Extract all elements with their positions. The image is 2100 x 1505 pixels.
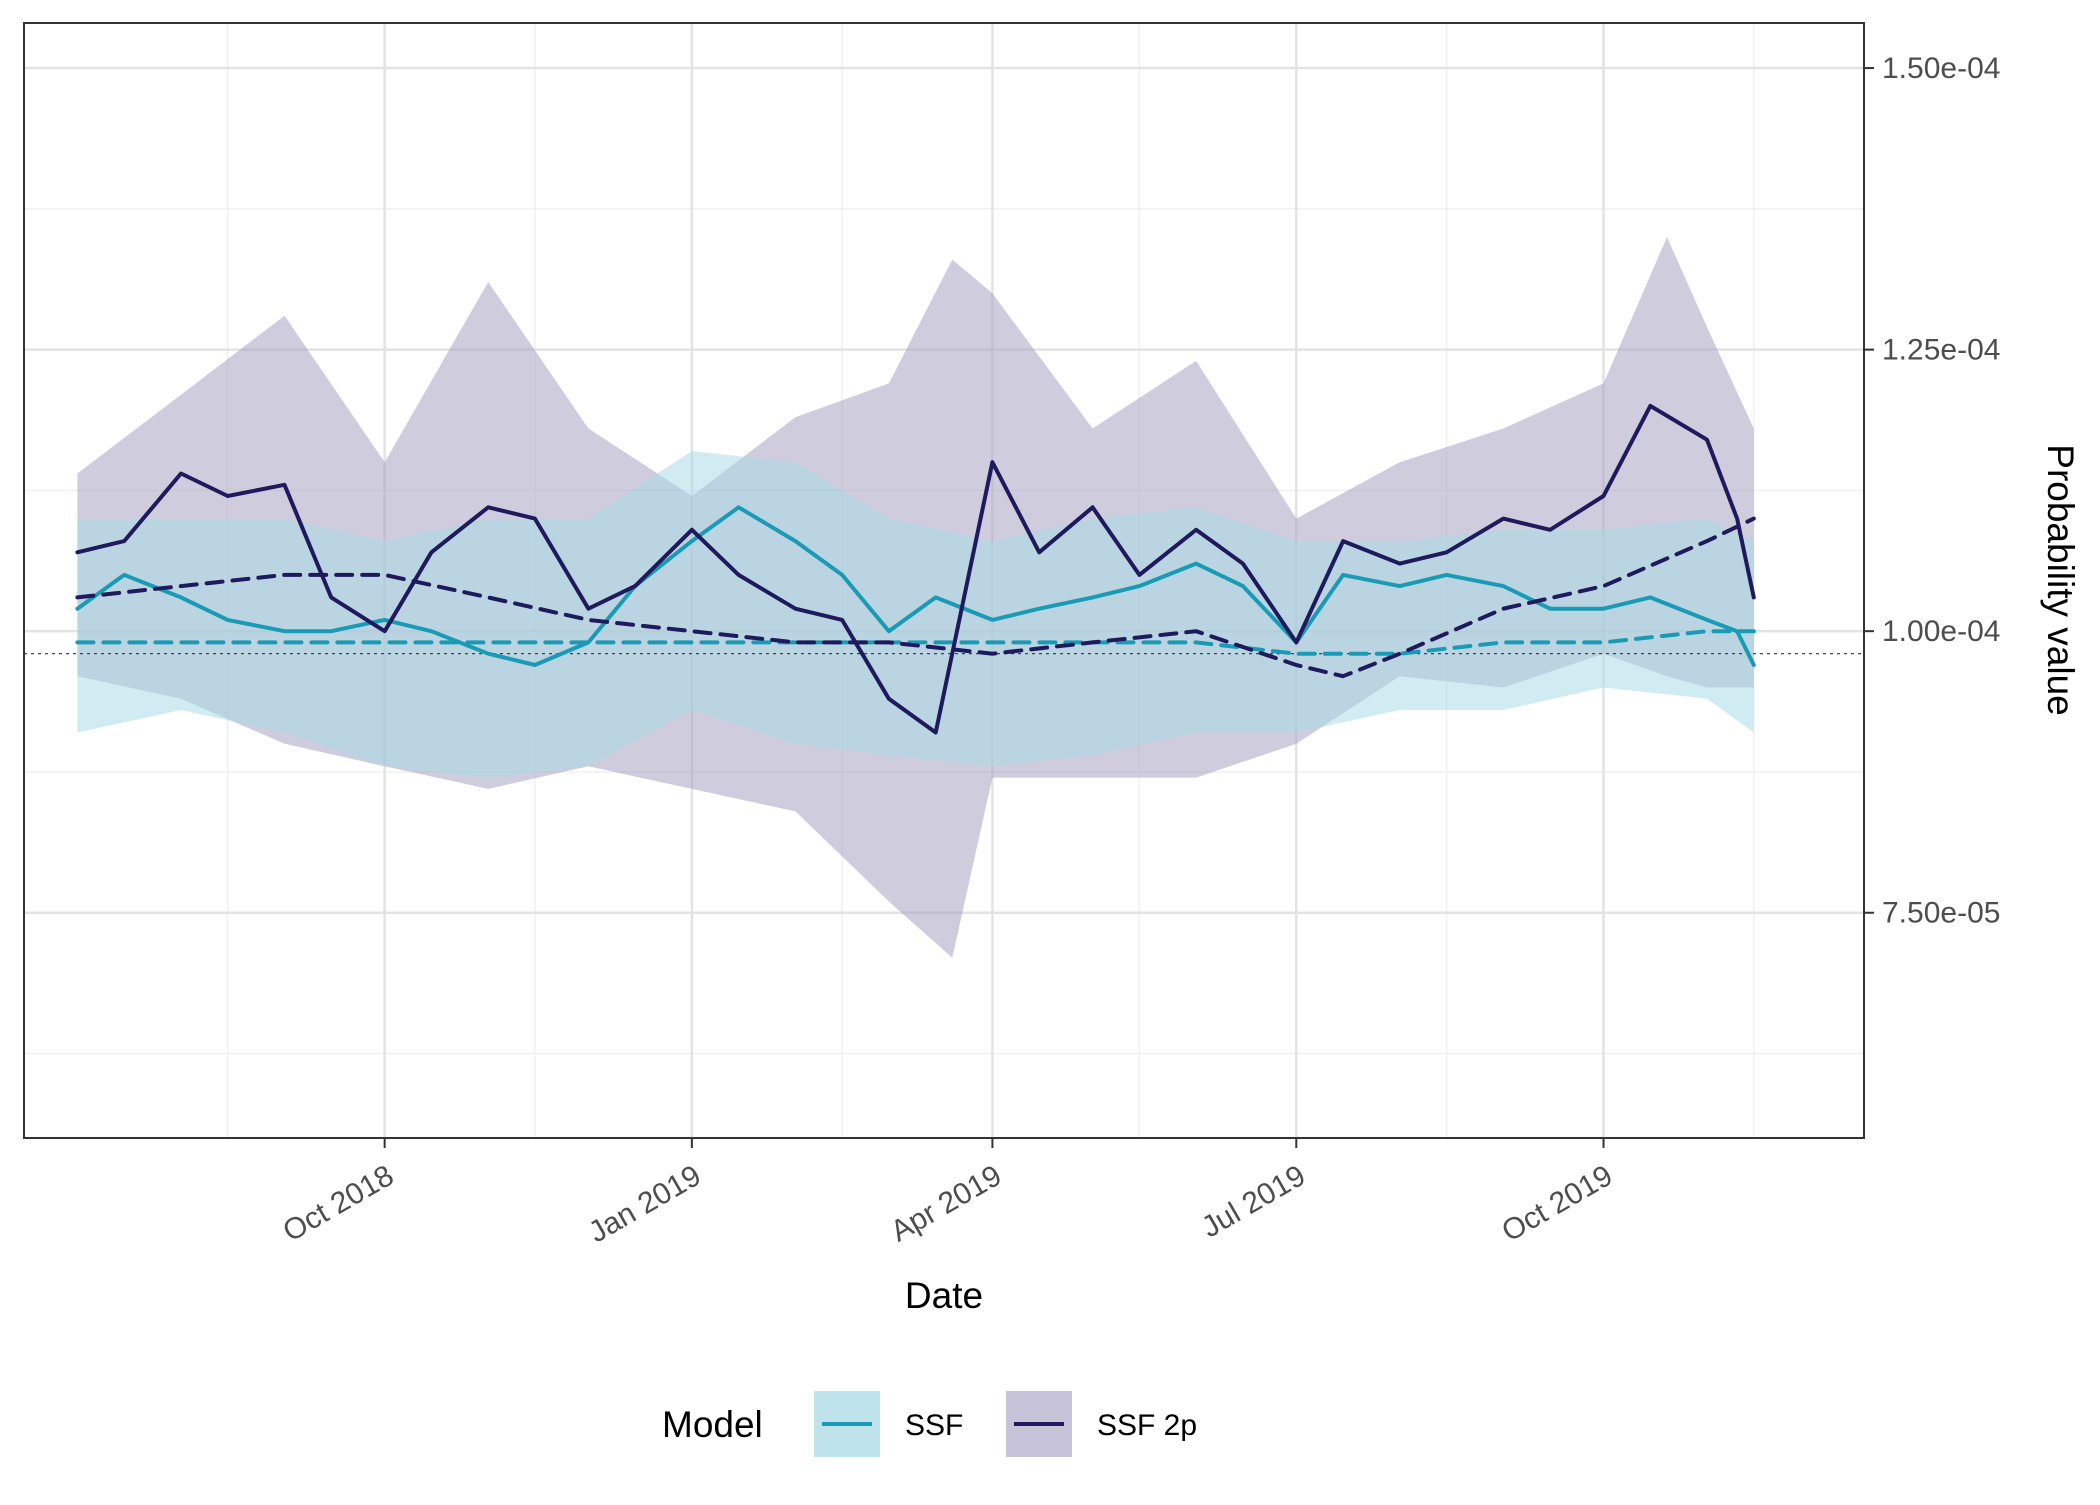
x-axis-title: Date <box>905 1275 983 1316</box>
legend-label: SSF 2p <box>1097 1409 1197 1442</box>
y-axis-title: Probability value <box>2040 444 2081 715</box>
legend: Model SSF SSF 2p <box>662 1391 1197 1457</box>
y-tick-label: 7.50e-05 <box>1882 897 2000 930</box>
series-line-ssf-2p-median <box>75 516 1756 679</box>
legend-label: SSF <box>905 1409 963 1442</box>
y-tick-label: 1.50e-04 <box>1882 52 2000 85</box>
legend-title: Model <box>662 1404 763 1445</box>
series-line-ssf-2p-mean <box>75 403 1756 735</box>
y-tick-label: 1.25e-04 <box>1882 334 2000 367</box>
y-tick-label: 1.00e-04 <box>1882 615 2000 648</box>
data-layer <box>24 237 1864 958</box>
series-line-ssf-median <box>75 629 1756 656</box>
series-line-ssf-mean <box>75 505 1756 667</box>
plot-panel-border <box>23 22 1865 1139</box>
